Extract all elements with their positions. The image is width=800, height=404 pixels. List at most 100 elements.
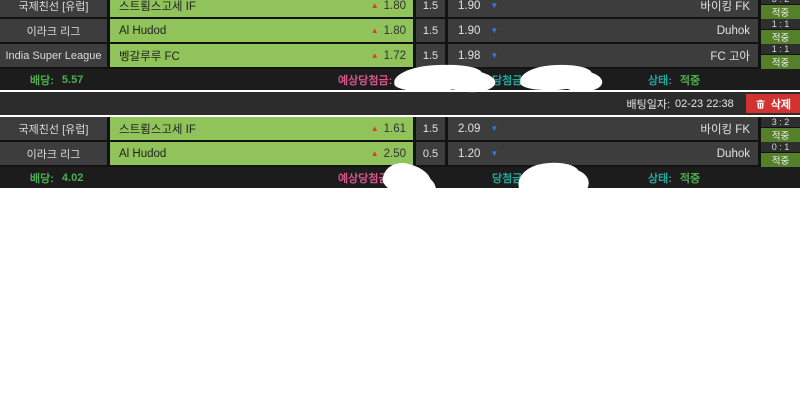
dividend-summary: 배당: 5.57: [30, 69, 83, 90]
handicap-cell: 1.5: [416, 19, 448, 42]
dividend-value: 5.57: [61, 73, 84, 86]
handicap-cell: 1.5: [416, 44, 448, 67]
bet-slip-summary: 배당: 5.57 예상당첨금: 당첨금: 상태: 적중: [0, 61, 800, 95]
line-odds-value: 1.90: [458, 24, 481, 37]
status-badge: 적중: [761, 128, 800, 142]
status-label: 상태:: [648, 74, 672, 87]
line-odds: 1.90 ▼: [458, 0, 498, 12]
result-cell: 3 : 2 적중: [761, 117, 800, 142]
picked-team-cell: 벵갈루루 FC ▲ 1.72: [110, 44, 416, 67]
bet-slip-summary: 배당: 4.02 예상당첨금: 당첨금: 상태: 적중: [0, 158, 800, 202]
line-odds-value: 1.20: [458, 147, 481, 160]
handicap-cell: 0.5: [416, 142, 448, 165]
picked-team-cell: Al Hudod ▲ 1.80: [110, 19, 416, 42]
picked-team-cell: Al Hudod ▲ 2.50: [110, 142, 416, 165]
status-value: 적중: [679, 172, 701, 185]
odds-down-icon: ▼: [490, 25, 499, 35]
opponent-team-label: Duhok: [716, 24, 750, 37]
trash-icon: [755, 98, 766, 110]
odds-down-icon: ▼: [490, 0, 499, 10]
redaction-scribble: [519, 62, 593, 93]
dividend-label: 배당:: [30, 172, 54, 185]
pick-odds: ▲ 1.61: [371, 123, 406, 135]
bet-date-value: 02-23 22:38: [675, 97, 734, 110]
result-cell: 3 : 2 적중: [761, 0, 800, 19]
odds-up-icon: ▲: [370, 0, 379, 10]
line-odds-value: 1.98: [458, 49, 481, 62]
bet-row: 국제친선 [유럽] 스트룀스고세 IF ▲ 1.80 1.5 1.90 ▼ 바이…: [0, 0, 800, 19]
picked-team-label: 벵갈루루 FC: [119, 50, 180, 63]
expected-prize-label: 예상당첨금:: [338, 74, 393, 87]
odds-down-icon: ▼: [490, 50, 499, 60]
odds-up-icon: ▲: [370, 25, 379, 35]
bet-date-label: 배팅일자:: [626, 98, 671, 111]
status-label: 상태:: [648, 172, 672, 185]
match-cell: 1.90 ▼ 바이킹 FK: [448, 0, 761, 17]
prize-summary: 당첨금:: [492, 69, 526, 90]
odds-down-icon: ▼: [490, 148, 499, 158]
odds-up-icon: ▲: [370, 123, 379, 133]
match-score: 0 : 1: [761, 142, 800, 153]
expected-prize-label: 예상당첨금:: [338, 172, 393, 185]
league-cell: 이라크 리그: [0, 142, 110, 165]
line-odds: 1.20 ▼: [458, 148, 498, 160]
league-cell: India Super League: [0, 44, 110, 67]
pick-odds-value: 1.80: [383, 0, 406, 12]
pick-odds-value: 2.50: [383, 147, 406, 160]
line-odds: 2.09 ▼: [458, 123, 498, 135]
odds-up-icon: ▲: [370, 50, 379, 60]
pick-odds: ▲ 2.50: [371, 148, 406, 160]
status-value: 적중: [679, 74, 701, 87]
match-score: 3 : 2: [761, 0, 800, 5]
picked-team-label: Al Hudod: [119, 24, 167, 37]
pick-odds: ▲ 1.80: [371, 25, 406, 37]
dividend-summary: 배당: 4.02: [30, 167, 83, 188]
league-cell: 국제친선 [유럽]: [0, 117, 110, 140]
bet-slip-1: 국제친선 [유럽] 스트룀스고세 IF ▲ 1.80 1.5 1.90 ▼ 바이…: [0, 0, 800, 95]
dividend-value: 4.02: [61, 171, 84, 184]
status-badge: 적중: [761, 5, 800, 19]
pick-odds: ▲ 1.80: [371, 0, 406, 12]
result-cell: 0 : 1 적중: [761, 142, 800, 167]
expected-prize-summary: 예상당첨금:: [338, 167, 392, 188]
dividend-label: 배당:: [30, 74, 54, 87]
result-cell: 1 : 1 적중: [761, 19, 800, 44]
status-badge: 적중: [761, 55, 800, 69]
opponent-team-label: 바이킹 FK: [700, 123, 750, 136]
redaction-scribble: [516, 158, 582, 201]
status-summary: 상태: 적중: [648, 167, 700, 188]
match-score: 1 : 1: [761, 44, 800, 55]
line-odds: 1.98 ▼: [458, 50, 498, 62]
match-cell: 1.98 ▼ FC 고아: [448, 44, 761, 67]
opponent-team-label: Duhok: [716, 147, 750, 160]
pick-odds-value: 1.72: [383, 49, 406, 62]
bet-slip-2-header: 배팅일자: 02-23 22:38 삭제: [0, 92, 800, 115]
picked-team-cell: 스트룀스고세 IF ▲ 1.61: [110, 117, 416, 140]
status-summary: 상태: 적중: [648, 69, 700, 90]
handicap-cell: 1.5: [416, 0, 448, 17]
line-odds-value: 1.90: [458, 0, 481, 12]
league-cell: 이라크 리그: [0, 19, 110, 42]
status-badge: 적중: [761, 153, 800, 167]
redaction-scribble: [379, 158, 435, 202]
match-cell: 1.90 ▼ Duhok: [448, 19, 761, 42]
odds-down-icon: ▼: [490, 123, 499, 133]
handicap-cell: 1.5: [416, 117, 448, 140]
match-cell: 1.20 ▼ Duhok: [448, 142, 761, 165]
bet-row: 이라크 리그 Al Hudod ▲ 1.80 1.5 1.90 ▼ Duhok …: [0, 17, 800, 44]
odds-up-icon: ▲: [370, 148, 379, 158]
delete-bet-button[interactable]: 삭제: [745, 94, 800, 113]
bet-row: India Super League 벵갈루루 FC ▲ 1.72 1.5 1.…: [0, 42, 800, 69]
league-cell: 국제친선 [유럽]: [0, 0, 110, 17]
expected-prize-summary: 예상당첨금:: [338, 69, 392, 90]
pick-odds-value: 1.61: [383, 122, 406, 135]
picked-team-label: 스트룀스고세 IF: [119, 0, 196, 13]
pick-odds-value: 1.80: [383, 24, 406, 37]
bet-row: 이라크 리그 Al Hudod ▲ 2.50 0.5 1.20 ▼ Duhok …: [0, 140, 800, 167]
bet-date: 배팅일자: 02-23 22:38: [626, 96, 733, 112]
picked-team-cell: 스트룀스고세 IF ▲ 1.80: [110, 0, 416, 17]
opponent-team-label: 바이킹 FK: [700, 0, 750, 13]
match-cell: 2.09 ▼ 바이킹 FK: [448, 117, 761, 140]
match-score: 1 : 1: [761, 19, 800, 30]
